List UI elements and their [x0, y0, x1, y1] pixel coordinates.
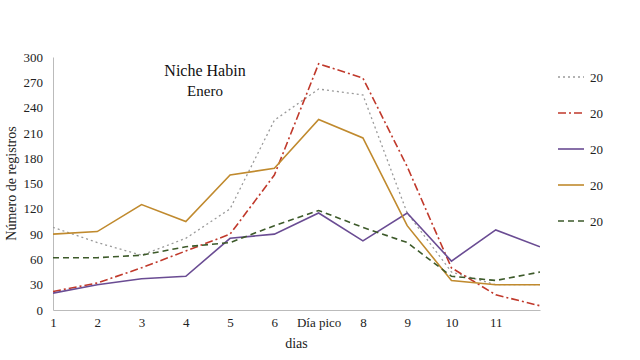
x-tick-label: 5 — [227, 315, 234, 330]
legend-item: 20 — [558, 178, 603, 193]
x-tick: 3 — [139, 310, 146, 330]
legend-label: 20 — [590, 142, 603, 157]
x-axis: 1 2 3 4 5 6 Día pico 8 9 10 11 — [50, 310, 540, 330]
x-tick: 8 — [360, 310, 367, 330]
y-tick: 300 — [24, 50, 54, 65]
x-axis-title: dias — [285, 336, 308, 351]
title: Niche Habin — [164, 62, 245, 79]
x-tick: 11 — [490, 310, 503, 330]
y-tick-label: 30 — [30, 277, 43, 292]
x-tick-label: 4 — [183, 315, 190, 330]
y-tick-label: 60 — [30, 252, 43, 267]
x-tick-label: 1 — [50, 315, 57, 330]
y-tick: 90 — [30, 227, 53, 242]
y-axis-line — [53, 58, 54, 311]
legend-item: 20 — [558, 106, 603, 121]
x-tick: Día pico — [297, 310, 341, 330]
series-line — [53, 213, 540, 293]
y-axis-title: Número de registros — [4, 126, 19, 240]
series-line — [53, 64, 540, 306]
y-tick: 180 — [24, 151, 54, 166]
y-tick-label: 240 — [24, 100, 44, 115]
series-line — [53, 119, 540, 284]
y-tick: 60 — [30, 252, 53, 267]
y-tick: 240 — [24, 100, 54, 115]
x-tick-label: 8 — [360, 315, 367, 330]
legend-swatch — [558, 112, 584, 114]
legend-item: 20 — [558, 214, 603, 229]
subtitle: Enero — [187, 83, 223, 99]
y-tick-label: 300 — [24, 50, 44, 65]
x-tick: 9 — [404, 310, 411, 330]
y-tick: 30 — [30, 277, 53, 292]
chart: 0 30 60 90 120 150 180 210 240 270 300 1 2 3 4 5 6 Día pi… — [0, 0, 640, 360]
x-tick: 10 — [445, 310, 458, 330]
y-tick-label: 270 — [24, 75, 44, 90]
x-tick: 5 — [227, 310, 234, 330]
x-tick-label: 6 — [272, 315, 279, 330]
x-tick-label: 2 — [95, 315, 102, 330]
x-tick: 1 — [50, 310, 57, 330]
y-tick: 210 — [24, 126, 54, 141]
legend: 20 20 20 20 20 — [558, 70, 603, 229]
x-tick-label: Día pico — [297, 315, 341, 330]
y-tick-label: 0 — [37, 303, 44, 318]
x-tick-label: 9 — [404, 315, 411, 330]
y-axis: 0 30 60 90 120 150 180 210 240 270 300 — [24, 50, 54, 318]
legend-swatch — [558, 148, 584, 150]
legend-swatch — [558, 184, 584, 186]
y-tick-label: 120 — [24, 201, 44, 216]
x-tick: 4 — [183, 310, 190, 330]
y-tick-label: 90 — [30, 227, 43, 242]
legend-label: 20 — [590, 70, 603, 85]
x-axis-line — [54, 310, 541, 311]
y-tick: 270 — [24, 75, 54, 90]
series-line — [53, 210, 540, 280]
x-tick: 2 — [95, 310, 102, 330]
legend-item: 20 — [558, 70, 603, 85]
y-tick-label: 210 — [24, 126, 44, 141]
x-tick-label: 11 — [490, 315, 503, 330]
x-tick-label: 3 — [139, 315, 146, 330]
legend-swatch — [558, 220, 584, 222]
legend-label: 20 — [590, 214, 603, 229]
y-tick-label: 150 — [24, 176, 44, 191]
legend-label: 20 — [590, 178, 603, 193]
legend-label: 20 — [590, 106, 603, 121]
legend-swatch — [558, 76, 584, 78]
y-tick: 120 — [24, 201, 54, 216]
y-tick-label: 180 — [24, 151, 44, 166]
x-tick: 6 — [272, 310, 279, 330]
plot-area — [53, 64, 540, 306]
y-tick: 150 — [24, 176, 54, 191]
legend-item: 20 — [558, 142, 603, 157]
x-tick-label: 10 — [445, 315, 458, 330]
